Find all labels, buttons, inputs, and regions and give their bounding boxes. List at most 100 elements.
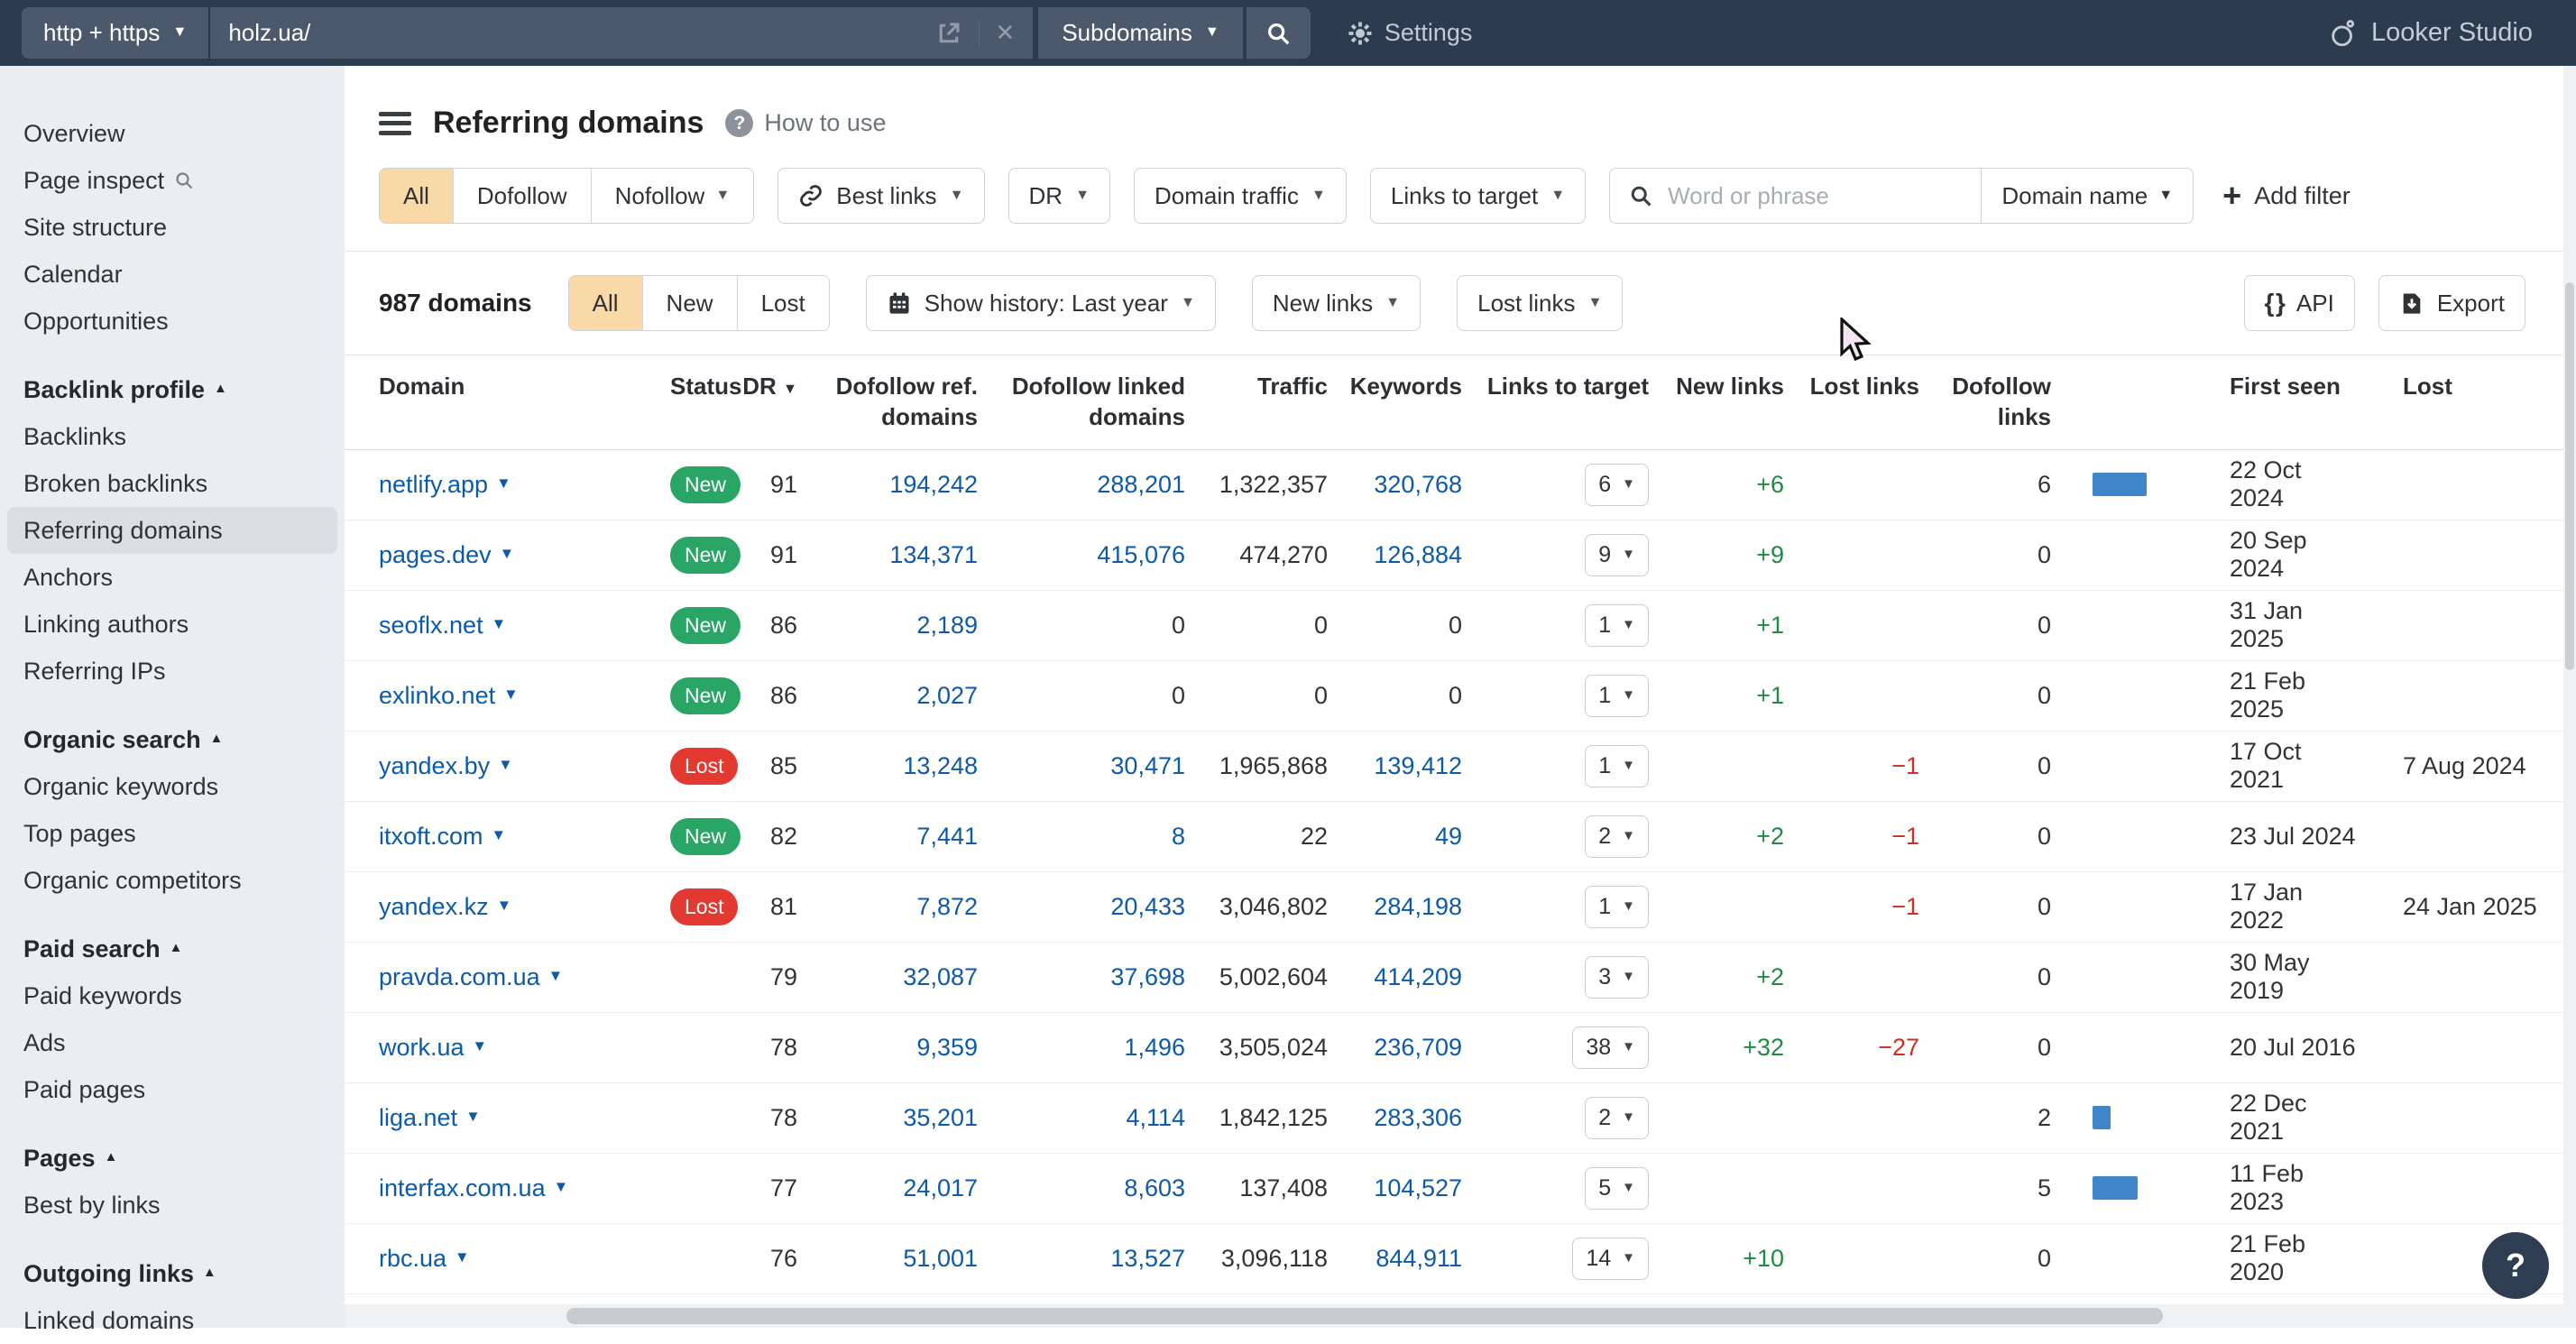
domain-link[interactable]: work.ua ▼ bbox=[379, 1033, 488, 1061]
keywords-value[interactable]: 139,412 bbox=[1374, 751, 1462, 779]
sidebar-section-paid-search[interactable]: Paid search ▲ bbox=[23, 934, 183, 962]
dofollow-linked-domains-value[interactable]: 0 bbox=[1171, 611, 1185, 639]
col-header-status[interactable]: Status bbox=[670, 373, 742, 400]
col-header-lost[interactable]: Lost bbox=[2403, 373, 2452, 400]
sidebar-item-overview[interactable]: Overview bbox=[0, 110, 345, 157]
external-link-icon[interactable] bbox=[935, 20, 962, 47]
keywords-value[interactable]: 844,911 bbox=[1375, 1244, 1462, 1272]
links-to-target-select[interactable]: 5 ▼ bbox=[1585, 1166, 1649, 1210]
links-to-target-select[interactable]: 1 ▼ bbox=[1585, 603, 1649, 647]
sidebar-item-linked-domains[interactable]: Linked domains bbox=[0, 1297, 345, 1344]
sidebar-section-pages[interactable]: Pages ▲ bbox=[23, 1144, 118, 1172]
col-header-first-seen[interactable]: First seen bbox=[2230, 373, 2341, 400]
sidebar-item-paid-keywords[interactable]: Paid keywords bbox=[0, 972, 345, 1019]
sidebar-item-best-by-links[interactable]: Best by links bbox=[0, 1182, 345, 1229]
links-to-target-select[interactable]: 2 ▼ bbox=[1585, 1096, 1649, 1139]
links-to-target-select[interactable]: 2 ▼ bbox=[1585, 815, 1649, 858]
table-row[interactable]: pravda.com.ua ▼ 79 32,087 37,698 5,002,60… bbox=[345, 943, 2576, 1013]
dr-filter-dropdown[interactable]: DR ▼ bbox=[1007, 168, 1111, 224]
sidebar-item-calendar[interactable]: Calendar bbox=[0, 251, 345, 298]
links-to-target-select[interactable]: 14 ▼ bbox=[1572, 1237, 1649, 1280]
col-header-dofollow-links[interactable]: Dofollow links bbox=[1952, 373, 2051, 430]
new-links-dropdown[interactable]: New links ▼ bbox=[1251, 275, 1421, 331]
col-header-dofollow-ref-domains[interactable]: Dofollow ref. domains bbox=[835, 373, 978, 430]
clear-icon[interactable]: ✕ bbox=[995, 19, 1016, 46]
dofollow-linked-domains-value[interactable]: 4,114 bbox=[1126, 1103, 1185, 1131]
status-lost-button[interactable]: Lost bbox=[736, 276, 829, 330]
domain-link[interactable]: interfax.com.ua ▼ bbox=[379, 1174, 569, 1201]
dofollow-ref-domains-value[interactable]: 24,017 bbox=[903, 1174, 978, 1201]
table-row[interactable]: netlify.app ▼ New 91 194,242 288,201 1,32… bbox=[345, 450, 2576, 520]
table-row[interactable]: work.ua ▼ 78 9,359 1,496 3,505,024 236,70… bbox=[345, 1013, 2576, 1083]
keywords-value[interactable]: 320,768 bbox=[1374, 470, 1462, 498]
sidebar-item-broken-backlinks[interactable]: Broken backlinks bbox=[0, 460, 345, 507]
protocol-dropdown[interactable]: http + https ▼ bbox=[22, 7, 209, 59]
links-to-target-select[interactable]: 1 ▼ bbox=[1585, 885, 1649, 928]
domain-link[interactable]: exlinko.net ▼ bbox=[379, 681, 519, 709]
sidebar-item-organic-competitors[interactable]: Organic competitors bbox=[0, 857, 345, 904]
table-row[interactable]: interfax.com.ua ▼ 77 24,017 8,603 137,408… bbox=[345, 1154, 2576, 1224]
dofollow-linked-domains-value[interactable]: 8 bbox=[1171, 822, 1185, 850]
col-header-keywords[interactable]: Keywords bbox=[1349, 373, 1462, 400]
table-row[interactable]: liga.net ▼ 78 35,201 4,114 1,842,125 283,… bbox=[345, 1083, 2576, 1154]
links-to-target-select[interactable]: 1 ▼ bbox=[1585, 744, 1649, 787]
dofollow-ref-domains-value[interactable]: 51,001 bbox=[903, 1244, 978, 1272]
dofollow-linked-domains-value[interactable]: 13,527 bbox=[1110, 1244, 1185, 1272]
dofollow-ref-domains-value[interactable]: 2,027 bbox=[916, 681, 978, 709]
domain-link[interactable]: yandex.by ▼ bbox=[379, 751, 513, 779]
search-button[interactable] bbox=[1246, 7, 1311, 59]
sidebar-item-top-pages[interactable]: Top pages bbox=[0, 810, 345, 857]
search-input[interactable] bbox=[1666, 180, 1982, 211]
keywords-value[interactable]: 283,306 bbox=[1374, 1103, 1462, 1131]
horizontal-scrollbar[interactable] bbox=[345, 1304, 2576, 1328]
add-filter-button[interactable]: + Add filter bbox=[2217, 179, 2356, 213]
keywords-value[interactable]: 104,527 bbox=[1374, 1174, 1462, 1201]
dofollow-linked-domains-value[interactable]: 415,076 bbox=[1097, 540, 1185, 568]
sidebar-item-opportunities[interactable]: Opportunities bbox=[0, 298, 345, 345]
sidebar-item-ads[interactable]: Ads bbox=[0, 1019, 345, 1066]
lost-links-dropdown[interactable]: Lost links ▼ bbox=[1457, 275, 1624, 331]
dofollow-ref-domains-value[interactable]: 134,371 bbox=[889, 540, 978, 568]
dofollow-ref-domains-value[interactable]: 194,242 bbox=[889, 470, 978, 498]
table-row[interactable]: pages.dev ▼ New 91 134,371 415,076 474,27… bbox=[345, 520, 2576, 591]
sidebar-section-outgoing-links[interactable]: Outgoing links ▲ bbox=[23, 1259, 216, 1287]
how-to-use-link[interactable]: ? How to use bbox=[725, 109, 886, 137]
table-row[interactable]: yandex.by ▼ Lost 85 13,248 30,471 1,965,8… bbox=[345, 732, 2576, 802]
sidebar-item-referring-ips[interactable]: Referring IPs bbox=[0, 648, 345, 695]
dofollow-linked-domains-value[interactable]: 8,603 bbox=[1124, 1174, 1185, 1201]
table-row[interactable]: seoflx.net ▼ New 86 2,189 0 0 0 1 ▼ +1 0 3… bbox=[345, 591, 2576, 661]
api-button[interactable]: { } API bbox=[2243, 275, 2355, 331]
domain-link[interactable]: liga.net ▼ bbox=[379, 1103, 481, 1131]
export-button[interactable]: Export bbox=[2378, 275, 2525, 331]
domain-link[interactable]: pages.dev ▼ bbox=[379, 540, 515, 568]
dofollow-linked-domains-value[interactable]: 37,698 bbox=[1110, 962, 1185, 990]
dofollow-ref-domains-value[interactable]: 7,441 bbox=[916, 822, 978, 850]
sidebar-item-backlinks[interactable]: Backlinks bbox=[0, 413, 345, 460]
table-row[interactable]: exlinko.net ▼ New 86 2,027 0 0 0 1 ▼ +1 0 … bbox=[345, 661, 2576, 732]
sidebar-item-referring-domains[interactable]: Referring domains bbox=[7, 507, 337, 554]
col-header-dr[interactable]: DR ▼ bbox=[742, 373, 797, 400]
links-to-target-select[interactable]: 6 ▼ bbox=[1585, 463, 1649, 506]
links-to-target-select[interactable]: 1 ▼ bbox=[1585, 674, 1649, 717]
sidebar-item-site-structure[interactable]: Site structure bbox=[0, 204, 345, 251]
show-history-dropdown[interactable]: Show history: Last year ▼ bbox=[865, 275, 1216, 331]
domain-link[interactable]: rbc.ua ▼ bbox=[379, 1244, 470, 1272]
dofollow-linked-domains-value[interactable]: 0 bbox=[1171, 681, 1185, 709]
links-to-target-dropdown[interactable]: Links to target ▼ bbox=[1369, 168, 1587, 224]
sidebar-item-paid-pages[interactable]: Paid pages bbox=[0, 1066, 345, 1113]
dofollow-ref-domains-value[interactable]: 9,359 bbox=[916, 1033, 978, 1061]
keywords-value[interactable]: 414,209 bbox=[1374, 962, 1462, 990]
menu-icon[interactable] bbox=[379, 111, 411, 135]
keywords-value[interactable]: 284,198 bbox=[1374, 892, 1462, 920]
dofollow-linked-domains-value[interactable]: 20,433 bbox=[1110, 892, 1185, 920]
scrollbar-thumb[interactable] bbox=[2565, 282, 2574, 670]
domain-link[interactable]: yandex.kz ▼ bbox=[379, 892, 512, 920]
domain-name-dropdown[interactable]: Domain name ▼ bbox=[1981, 169, 2193, 223]
links-to-target-select[interactable]: 9 ▼ bbox=[1585, 533, 1649, 576]
dofollow-linked-domains-value[interactable]: 30,471 bbox=[1110, 751, 1185, 779]
col-header-dofollow-linked-domains[interactable]: Dofollow linked domains bbox=[1011, 373, 1185, 430]
dofollow-linked-domains-value[interactable]: 288,201 bbox=[1097, 470, 1185, 498]
subdomains-dropdown[interactable]: Subdomains ▼ bbox=[1038, 7, 1243, 59]
dofollow-ref-domains-value[interactable]: 13,248 bbox=[903, 751, 978, 779]
keywords-value[interactable]: 126,884 bbox=[1374, 540, 1462, 568]
